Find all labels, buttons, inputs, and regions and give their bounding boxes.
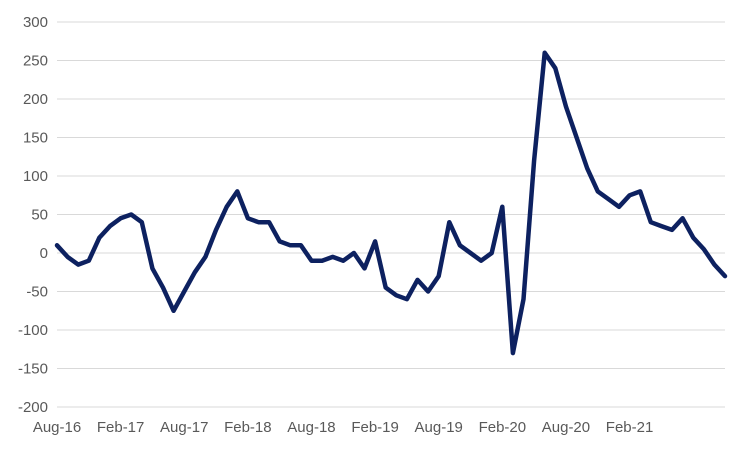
y-tick-label: -200: [18, 399, 48, 416]
x-tick-label: Feb-17: [97, 419, 145, 436]
y-tick-label: -100: [18, 322, 48, 339]
y-tick-label: 0: [40, 245, 48, 262]
x-tick-label: Feb-21: [606, 419, 654, 436]
x-tick-label: Aug-19: [415, 419, 463, 436]
y-tick-label: 200: [23, 91, 48, 108]
y-tick-label: -150: [18, 361, 48, 378]
y-tick-label: 150: [23, 130, 48, 147]
series-line: [54, 50, 728, 356]
gridlines: [57, 21, 725, 408]
x-tick-label: Aug-17: [160, 419, 208, 436]
y-tick-label: 300: [23, 14, 48, 31]
y-tick-label: -50: [26, 284, 48, 301]
y-tick-label: 100: [23, 168, 48, 185]
y-tick-label: 50: [31, 207, 48, 224]
x-tick-label: Aug-20: [542, 419, 590, 436]
x-tick-label: Aug-18: [287, 419, 335, 436]
x-axis-ticks: Aug-16 Feb-17 Aug-17 Feb-18 Aug-18 Feb-19 Aug-…: [33, 419, 654, 436]
x-tick-label: Aug-16: [33, 419, 81, 436]
y-tick-label: 250: [23, 53, 48, 70]
x-tick-label: Feb-19: [351, 419, 399, 436]
x-tick-label: Feb-18: [224, 419, 272, 436]
y-axis-ticks: 300 250 200 150 100 50 0 -50 -100 -150 -200: [18, 14, 48, 416]
series-layer: [54, 50, 728, 356]
x-tick-label: Feb-20: [479, 419, 527, 436]
